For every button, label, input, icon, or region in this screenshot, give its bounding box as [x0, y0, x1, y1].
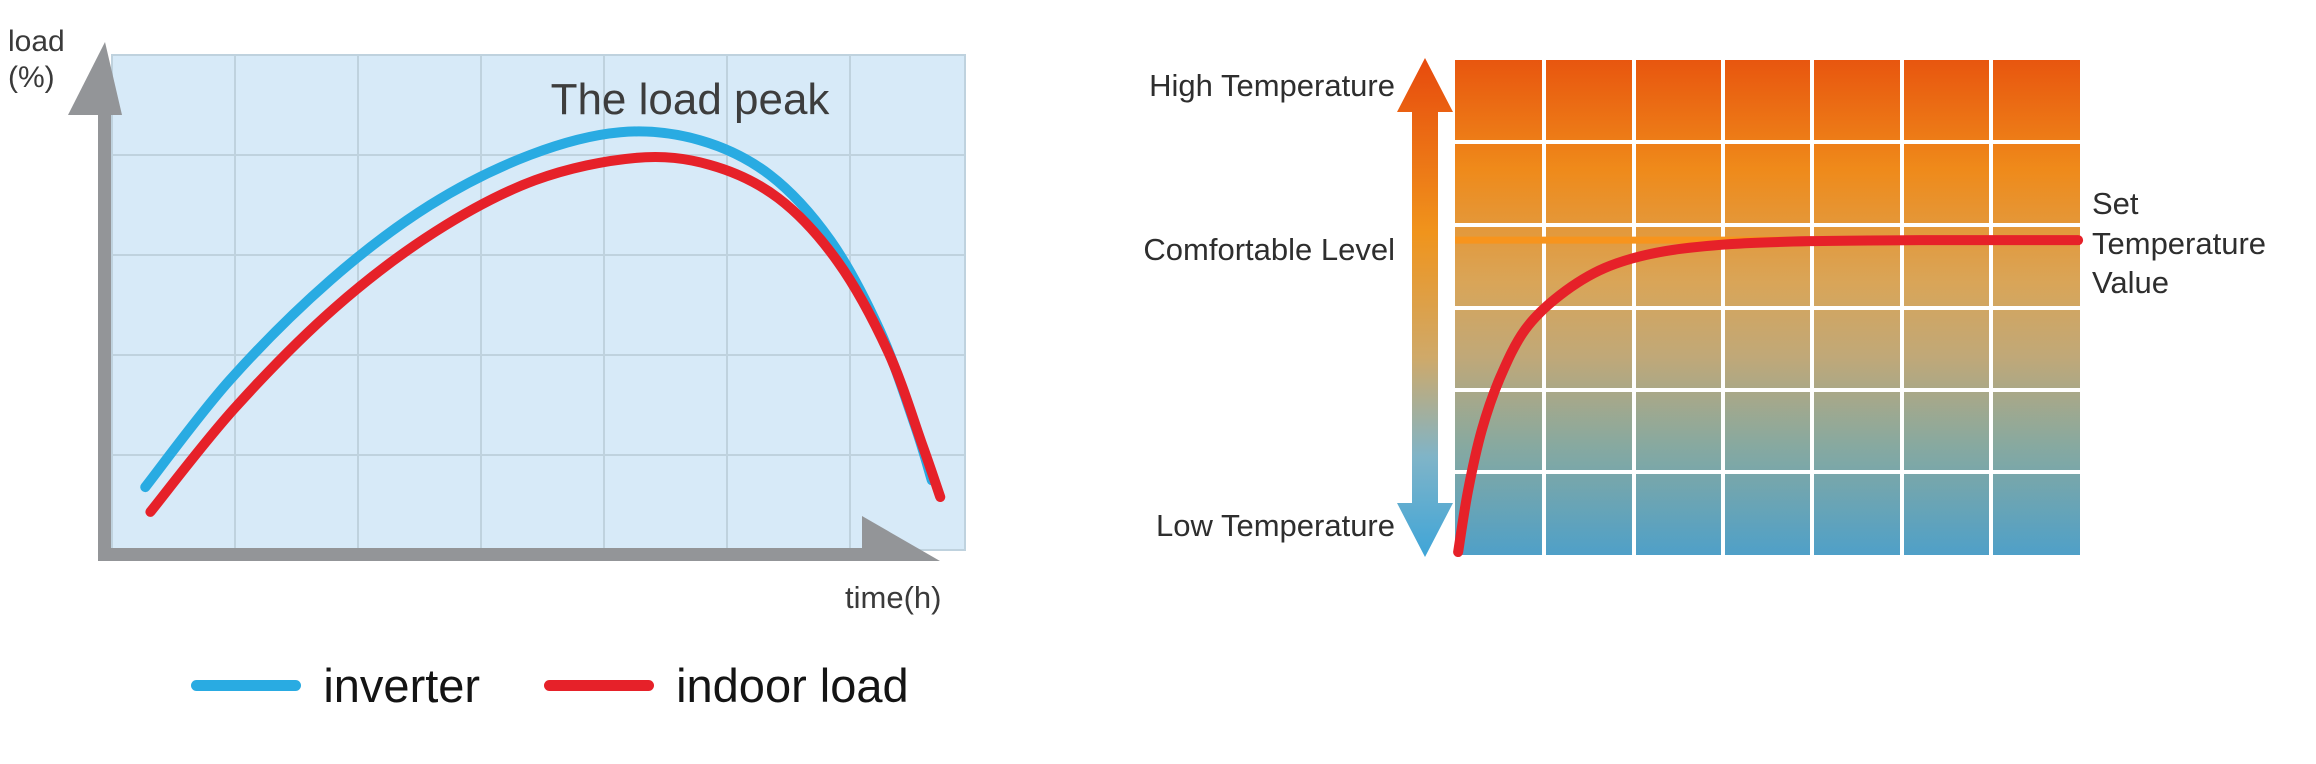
- inverter-line-swatch: [191, 680, 302, 691]
- legend-label-indoor-load: indoor load: [676, 659, 909, 712]
- left-y-axis-label: load (%): [8, 25, 65, 94]
- legend-item-inverter: inverter: [191, 658, 480, 713]
- comfortable-level-label: Comfortable Level: [1143, 232, 1395, 267]
- legend-label-inverter: inverter: [323, 659, 481, 712]
- legend-item-indoor-load: indoor load: [544, 658, 909, 713]
- x-axis: [98, 548, 873, 561]
- y-axis: [98, 100, 111, 561]
- low-temperature-label: Low Temperature: [1156, 508, 1395, 543]
- left-x-axis-label: time(h): [845, 580, 942, 615]
- left-chart-title: The load peak: [550, 75, 830, 124]
- x-axis-arrow-icon: [862, 516, 940, 561]
- high-temperature-label: High Temperature: [1149, 68, 1395, 103]
- indoor-load-curve: [145, 152, 946, 517]
- indoor-load-line-swatch: [544, 680, 655, 691]
- set-temperature-annotation: Set Temperature Value: [2092, 186, 2267, 301]
- room-temperature-curve: [1453, 235, 2084, 558]
- temperature-scale-arrow-icon: [1397, 58, 1453, 557]
- y-axis-arrow-icon: [68, 42, 122, 115]
- legend: inverter indoor load: [120, 658, 980, 713]
- left-plot-area: [112, 55, 965, 550]
